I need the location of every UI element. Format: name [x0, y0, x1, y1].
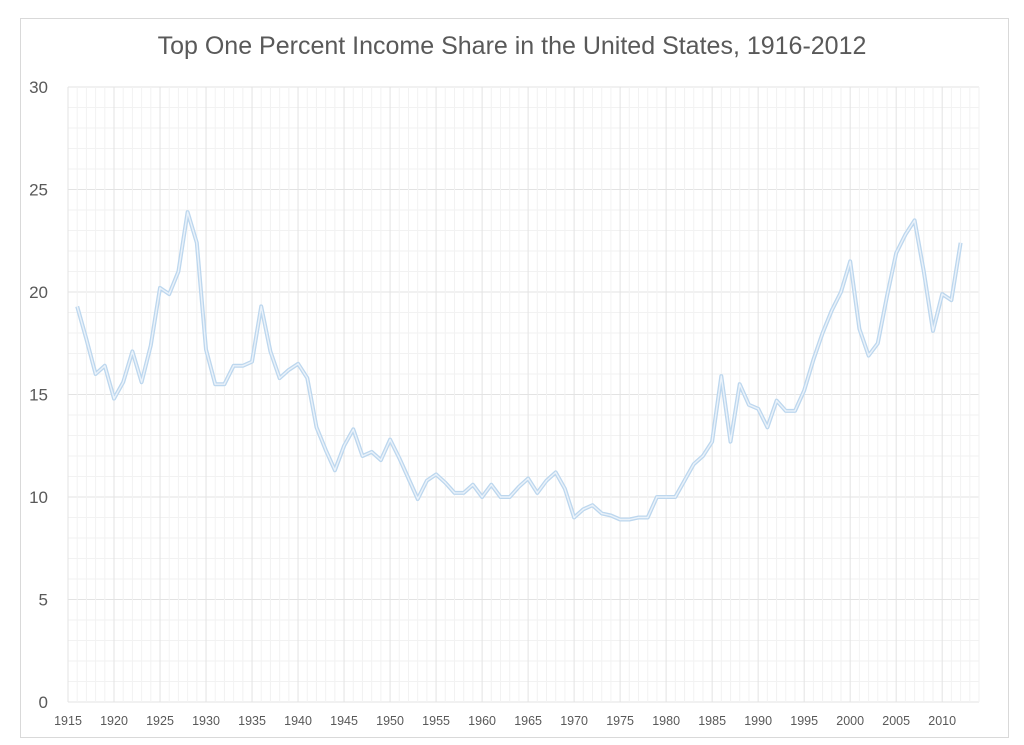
x-tick-label: 1920 [100, 714, 128, 728]
x-tick-label: 1955 [422, 714, 450, 728]
series-line [76, 211, 962, 521]
gridlines [67, 86, 980, 703]
x-tick-label: 1945 [330, 714, 358, 728]
x-tick-label: 1940 [284, 714, 312, 728]
y-tick-label: 10 [29, 488, 48, 507]
x-tick-label: 1970 [560, 714, 588, 728]
y-tick-label: 25 [29, 181, 48, 200]
x-tick-label: 2010 [928, 714, 956, 728]
x-tick-label: 1930 [192, 714, 220, 728]
x-tick-label: 1965 [514, 714, 542, 728]
x-tick-label: 1950 [376, 714, 404, 728]
x-tick-label: 1980 [652, 714, 680, 728]
y-tick-label: 15 [29, 386, 48, 405]
y-tick-label: 30 [29, 78, 48, 97]
x-tick-label: 1990 [744, 714, 772, 728]
x-tick-label: 2000 [836, 714, 864, 728]
chart-frame [20, 18, 1009, 738]
x-tick-label: 1925 [146, 714, 174, 728]
y-tick-label: 20 [29, 283, 48, 302]
x-tick-label: 1960 [468, 714, 496, 728]
chart-title: Top One Percent Income Share in the Unit… [157, 32, 867, 60]
x-tick-label: 1975 [606, 714, 634, 728]
y-axis-ticks: 0 5 10 15 20 25 30 [29, 78, 48, 712]
series-lines [75, 210, 963, 522]
x-tick-label: 1985 [698, 714, 726, 728]
x-tick-label: 1915 [54, 714, 82, 728]
y-tick-label: 5 [39, 591, 48, 610]
x-tick-label: 2005 [882, 714, 910, 728]
x-tick-label: 1935 [238, 714, 266, 728]
y-tick-label: 0 [39, 693, 48, 712]
x-axis-ticks: 1915 1920 1925 1930 1935 1940 1945 1950 1955 1960… [54, 714, 956, 728]
x-tick-label: 1995 [790, 714, 818, 728]
